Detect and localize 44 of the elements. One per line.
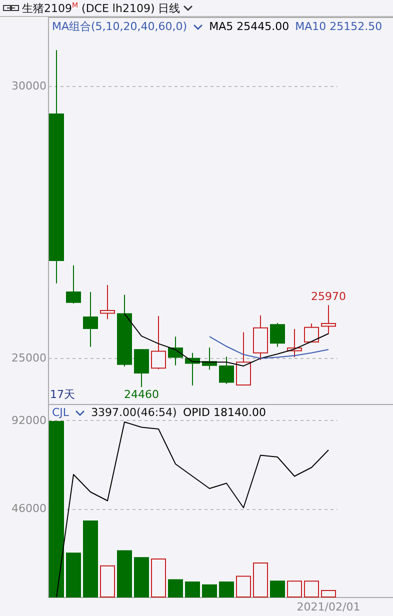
candlestick <box>236 332 251 386</box>
annotation: 17天 <box>50 387 75 402</box>
line-series <box>209 336 329 359</box>
candlestick <box>66 264 81 304</box>
candlestick <box>219 356 234 384</box>
bar <box>270 580 285 598</box>
y-tick-label: 92000 <box>12 414 46 427</box>
y-tick-label: 46000 <box>12 502 46 516</box>
candlestick <box>304 323 319 343</box>
annotation: 3397.00(46:54) <box>91 406 177 419</box>
bar <box>117 550 132 598</box>
candlestick <box>83 292 98 348</box>
bar <box>185 582 200 598</box>
bar <box>202 584 217 598</box>
bar <box>66 552 81 598</box>
chart-subtitle: MA组合(5,10,20,40,60,0) <box>52 19 188 34</box>
bar <box>321 590 336 598</box>
candlestick <box>100 284 115 320</box>
candlestick <box>134 349 149 388</box>
bar <box>287 580 302 598</box>
y-tick-label: 30000 <box>12 80 46 93</box>
bar <box>304 580 319 598</box>
annotation: 24460 <box>124 388 159 402</box>
text: OPID 18140.00 <box>183 406 266 419</box>
y-tick-label: 25000 <box>12 351 46 364</box>
bar <box>236 576 251 598</box>
text: MA5 25445.00 <box>209 20 290 33</box>
candlestick <box>321 304 336 334</box>
bar <box>253 562 268 598</box>
candlestick <box>270 322 285 348</box>
bar <box>168 579 183 598</box>
bar <box>134 557 149 598</box>
x-tick-label: 2021/02/01 <box>296 600 360 614</box>
candlestick <box>151 315 166 370</box>
bar <box>151 558 166 598</box>
bar <box>100 565 115 598</box>
annotation: CJL <box>52 406 70 419</box>
chart-title: 生猪2109$^{M}$ (DCE lh2109) 日线 <box>22 0 180 16</box>
bar <box>83 520 98 598</box>
bar <box>49 420 64 598</box>
candlestick <box>168 336 183 366</box>
annotation: 25970 <box>311 290 346 304</box>
bar <box>219 582 234 598</box>
text: MA10 25152.50 <box>295 20 382 33</box>
